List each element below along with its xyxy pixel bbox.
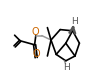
Text: H: H (71, 17, 78, 26)
Text: O: O (31, 27, 39, 37)
Text: O: O (32, 49, 40, 59)
Text: H: H (63, 63, 70, 72)
